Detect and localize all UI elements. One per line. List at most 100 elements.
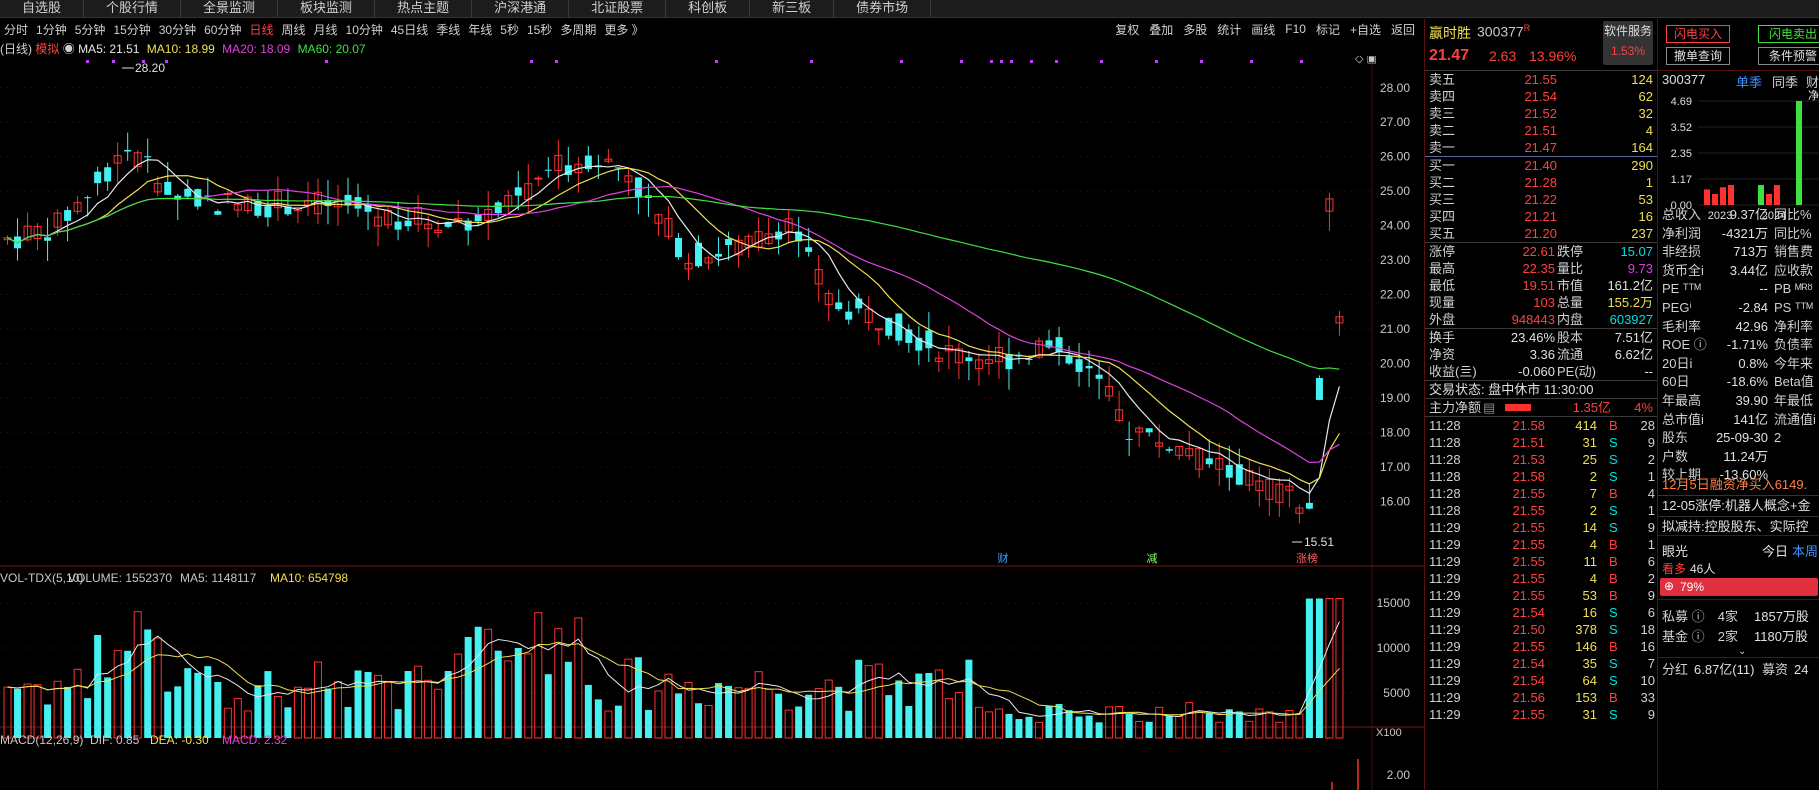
candle-body xyxy=(364,204,372,212)
volume-bar xyxy=(905,705,913,738)
candle-body xyxy=(1025,358,1033,360)
news-item[interactable]: 12-05涨停:机器人概念+金 xyxy=(1662,498,1811,513)
period-tab[interactable]: 多周期 xyxy=(560,22,597,37)
mode-label[interactable]: 模拟 xyxy=(35,42,60,56)
finance-row: 户数 11.24万 xyxy=(1662,448,1768,464)
period-tab[interactable]: 1分钟 xyxy=(36,22,67,37)
chart-tool-button[interactable]: F10 xyxy=(1285,22,1306,36)
top-tab[interactable]: 个股行情 xyxy=(84,0,182,18)
chart-tool-button[interactable]: 返回 xyxy=(1390,22,1415,37)
top-tab[interactable]: 热点主题 xyxy=(375,0,473,18)
volume-bar xyxy=(824,679,833,739)
chart-area[interactable]: 28.00 27.00 26.00 25.00 24.00 23.00 22.00 21.00… xyxy=(0,53,1424,790)
period-tab[interactable]: 更多 》 xyxy=(604,22,644,37)
period-tab[interactable]: 年线 xyxy=(468,22,493,37)
period-tab[interactable]: 45日线 xyxy=(390,22,429,37)
chart-tool-button[interactable]: 标记 xyxy=(1315,22,1340,37)
tab-this-week[interactable]: 本周 xyxy=(1792,544,1819,559)
signal-dot xyxy=(112,60,115,63)
period-tab[interactable]: 30分钟 xyxy=(158,22,197,37)
candle-body xyxy=(1035,340,1044,358)
condition-alert-button[interactable]: 条件预警 xyxy=(1758,47,1819,65)
candle-body xyxy=(634,177,642,197)
period-tab[interactable]: 分时 xyxy=(4,22,29,37)
candle-body xyxy=(1305,502,1313,509)
chart-tool-button[interactable]: 复权 xyxy=(1115,22,1140,37)
eye-icon[interactable]: ◉ xyxy=(62,42,75,56)
period-tab[interactable]: 15分钟 xyxy=(113,22,151,37)
top-tab[interactable]: 新三板 xyxy=(750,0,835,18)
signal-dot xyxy=(900,60,903,63)
stat-row: 外盘 948443 内盘 603927 xyxy=(1429,312,1653,327)
book-row[interactable]: 买四 21.21 16 xyxy=(1429,209,1653,224)
book-row[interactable]: 卖二 21.51 4 xyxy=(1429,123,1653,138)
top-tab[interactable]: 自选股 xyxy=(0,0,85,18)
top-tab[interactable]: 全景监测 xyxy=(181,0,279,18)
top-tab[interactable]: 北证股票 xyxy=(569,0,667,18)
period-tab[interactable]: 15秒 xyxy=(526,22,553,37)
news-item[interactable]: 12月5日融资净买入6149. xyxy=(1662,477,1808,492)
fin-axis-label: 3.52 xyxy=(1671,122,1692,134)
news-block: 12月5日融资净买入6149. 12-05涨停:机器人概念+金 拟减持:控股股东… xyxy=(1658,475,1819,535)
book-row[interactable]: 卖四 21.54 62 xyxy=(1429,89,1653,104)
volume-bar xyxy=(124,650,132,738)
volume-axis-label: 10000 xyxy=(1377,641,1411,655)
period-tab[interactable]: 月线 xyxy=(313,22,338,37)
tab-finance[interactable]: 财 xyxy=(1806,75,1819,90)
period-tab[interactable]: 季线 xyxy=(436,22,461,37)
volume-bar xyxy=(1205,713,1213,738)
book-row[interactable]: 买五 21.20 237 xyxy=(1429,226,1653,241)
book-row[interactable]: 买二 21.28 1 xyxy=(1429,175,1653,190)
period-tab[interactable]: 5分钟 xyxy=(74,22,106,37)
ma20-label: MA20: 18.09 xyxy=(222,42,291,56)
net-label: 净 xyxy=(1808,89,1819,102)
chevron-down-icon[interactable]: ⌄ xyxy=(1738,646,1747,657)
chart-tool-button[interactable]: 统计 xyxy=(1217,22,1242,37)
cancel-query-button[interactable]: 撤单查询 xyxy=(1666,47,1730,65)
signal-dot xyxy=(142,60,145,63)
sector-button[interactable]: 软件服务 1.53% xyxy=(1603,21,1653,65)
volume-bar xyxy=(574,617,583,739)
tick-list: 11:28 21.58 414 B 28 11:28 21.51 31 S 9 11:28 21.53… xyxy=(1425,417,1657,723)
book-row[interactable]: 买一 21.40 290 xyxy=(1429,158,1653,173)
tab-same-quarter[interactable]: 同季 xyxy=(1772,75,1799,90)
candle-body xyxy=(324,200,332,207)
book-row[interactable]: 买三 21.22 53 xyxy=(1429,192,1653,207)
flash-sell-button[interactable]: 闪电卖出 xyxy=(1758,25,1819,43)
period-tab[interactable]: 日线 xyxy=(249,22,274,37)
menu-icon[interactable]: ▤ xyxy=(1483,400,1496,415)
top-tab[interactable]: 科创板 xyxy=(666,0,751,18)
tab-today[interactable]: 今日 xyxy=(1762,544,1789,559)
book-row[interactable]: 卖三 21.52 32 xyxy=(1429,106,1653,121)
candle-body xyxy=(1055,337,1063,353)
tab-single-quarter[interactable]: 单季 xyxy=(1736,75,1763,90)
chart-tool-button[interactable]: 多股 xyxy=(1183,22,1208,37)
flash-buy-button[interactable]: 闪电买入 xyxy=(1666,25,1730,43)
kline-chart[interactable]: 28.00 27.00 26.00 25.00 24.00 23.00 22.00 21.00… xyxy=(0,53,1424,790)
volume-bar xyxy=(204,666,212,738)
volume-ma5-line xyxy=(7,621,1340,718)
book-row[interactable]: 卖一 21.47 164 xyxy=(1429,140,1653,155)
volume-bar xyxy=(1095,722,1103,738)
chart-tool-button[interactable]: 画线 xyxy=(1251,22,1276,37)
candle-body xyxy=(994,346,1003,363)
top-tab[interactable]: 沪深港通 xyxy=(472,0,570,18)
period-tab[interactable]: 5秒 xyxy=(500,22,519,37)
top-tab[interactable]: 板块监测 xyxy=(278,0,376,18)
book-row[interactable]: 卖五 21.55 124 xyxy=(1429,72,1653,87)
news-item[interactable]: 拟减持:控股股东、实际控 xyxy=(1662,519,1809,534)
volume-bar xyxy=(1145,721,1153,738)
tick-row: 11:29 21.54 64 S 10 xyxy=(1429,673,1655,688)
chart-tool-button[interactable]: 叠加 xyxy=(1149,22,1174,37)
candle-body xyxy=(264,206,272,218)
top-tab[interactable]: 债券市场 xyxy=(834,0,932,18)
candle-body xyxy=(584,155,592,170)
period-tab[interactable]: 60分钟 xyxy=(204,22,242,37)
candle-body xyxy=(1225,465,1233,478)
volume-bar xyxy=(194,672,202,738)
period-tab[interactable]: 周线 xyxy=(281,22,306,37)
period-tab[interactable]: 10分钟 xyxy=(345,22,383,37)
chart-tool-button[interactable]: +自选 xyxy=(1349,22,1381,37)
volume-bar xyxy=(775,693,783,738)
volume-bar xyxy=(1155,706,1164,739)
